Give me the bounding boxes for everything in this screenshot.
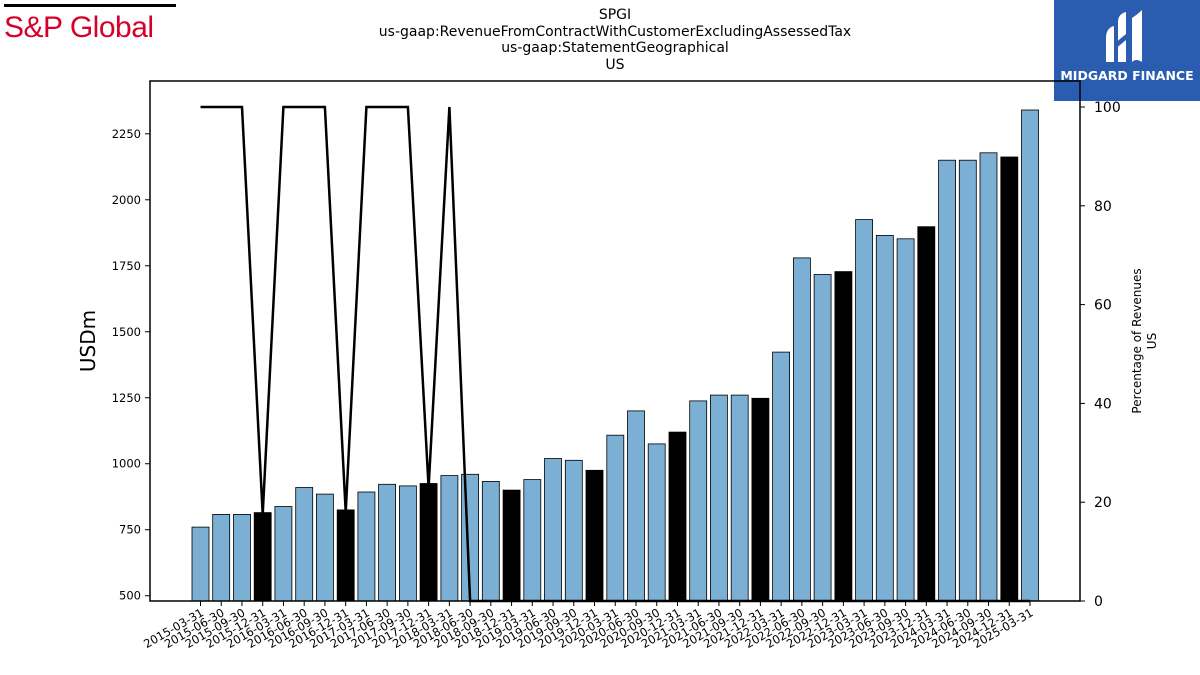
bar-2015-09-30 <box>233 514 251 602</box>
bar-2017-06-30 <box>378 483 397 602</box>
bar-2017-03-31 <box>357 491 376 602</box>
bar-2016-03-31 <box>274 506 293 602</box>
midgard-m-icon <box>1106 10 1142 62</box>
y2-tick-label: 60 <box>1094 298 1112 314</box>
bar-2021-03-31 <box>689 400 708 602</box>
bar-2024-09-30 <box>979 152 998 602</box>
bar-2024-06-30 <box>958 159 977 602</box>
midgard-finance-logo: MIDGARD FINANCE <box>1054 0 1200 101</box>
bar-2018-03-31 <box>440 475 459 602</box>
chart-title-block: SPGI us-gaap:RevenueFromContractWithCust… <box>365 7 865 73</box>
y-tick-label: 2000 <box>112 193 141 207</box>
bar-2023-06-30 <box>875 234 894 602</box>
logo-rule <box>4 4 176 7</box>
bar-2022-03-31 <box>772 351 790 602</box>
chart-title-line-1: SPGI <box>598 7 632 23</box>
bar-2015-03-31 <box>191 526 210 602</box>
y-tick-label: 1000 <box>112 457 141 471</box>
chart-title-line-4: US <box>605 56 625 73</box>
y-tick-label: 1750 <box>112 259 141 273</box>
y-tick-label: 1500 <box>112 325 141 339</box>
bar-2020-12-31 <box>668 431 687 602</box>
sp-global-logo: S&P Global <box>4 4 176 43</box>
bar-2016-06-30 <box>295 487 314 602</box>
chart-title-line-2: us-gaap:RevenueFromContractWithCustomerE… <box>378 23 852 40</box>
bar-2019-09-30 <box>564 459 583 602</box>
bar-2024-12-31 <box>1000 156 1019 602</box>
bar-2023-12-31 <box>917 226 936 602</box>
midgard-finance-logo-text: MIDGARD FINANCE <box>1060 68 1194 83</box>
y-tick-label: 2250 <box>112 127 141 141</box>
y2-axis-label-line-1: Percentage of Revenues <box>1130 268 1144 413</box>
bar-2018-12-31 <box>502 489 521 602</box>
y2-axis-label-line-2: US <box>1145 333 1159 349</box>
bar-2021-06-30 <box>710 394 728 602</box>
y-tick-label: 500 <box>119 589 141 603</box>
bar-2022-12-31 <box>834 271 853 602</box>
y-tick-label: 750 <box>119 523 141 537</box>
sp-global-logo-text: S&P Global <box>4 11 154 44</box>
bar-2022-06-30 <box>793 257 811 602</box>
bar-2019-06-30 <box>544 458 562 602</box>
bar-2021-09-30 <box>730 394 749 602</box>
bar-2024-03-31 <box>938 159 956 602</box>
bar-2022-09-30 <box>813 274 832 602</box>
y2-tick-label: 80 <box>1094 199 1112 215</box>
y-axis-label: USDm <box>76 310 100 372</box>
bar-2023-03-31 <box>855 219 873 602</box>
y2-tick-label: 0 <box>1094 594 1103 610</box>
bar-2015-06-30 <box>212 514 231 602</box>
bar-2020-03-31 <box>606 434 625 602</box>
bar-2016-09-30 <box>315 493 334 602</box>
y2-tick-label: 100 <box>1094 100 1121 116</box>
bar-2021-12-31 <box>751 397 770 602</box>
bar-2017-09-30 <box>398 485 417 602</box>
bar-2020-09-30 <box>647 443 666 602</box>
bar-2025-03-31 <box>1021 109 1039 602</box>
chart-title-line-3: us-gaap:StatementGeographical <box>501 40 729 56</box>
bar-2019-12-31 <box>585 469 604 602</box>
bar-2016-12-31 <box>336 509 355 602</box>
bar-2015-12-31 <box>253 512 272 602</box>
bar-2019-03-31 <box>523 479 542 602</box>
bar-2018-09-30 <box>481 480 500 602</box>
bar-2020-06-30 <box>627 410 645 602</box>
bar-2023-09-30 <box>896 238 915 602</box>
y2-tick-label: 20 <box>1094 495 1112 511</box>
bar-2017-12-31 <box>419 483 438 602</box>
y2-tick-label: 40 <box>1094 396 1112 412</box>
y-tick-label: 1250 <box>112 391 141 405</box>
